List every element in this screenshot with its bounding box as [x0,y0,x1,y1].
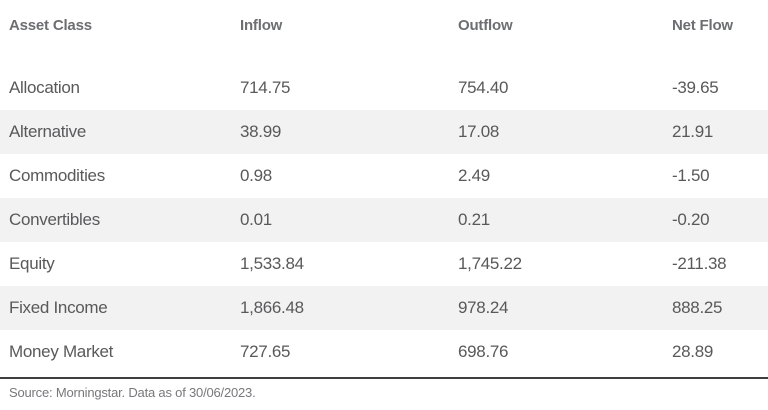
cell-asset-class: Alternative [9,122,87,141]
cell-outflow: 17.08 [458,122,500,141]
table-header-row: Asset Class Inflow Outflow Net Flow [0,0,768,50]
cell-inflow: 1,533.84 [240,254,304,273]
cell-inflow: 0.98 [240,166,272,185]
cell-net-flow: -0.20 [672,210,710,229]
footer-divider [0,377,768,379]
cell-asset-class: Money Market [9,342,114,361]
cell-net-flow: -1.50 [672,166,710,185]
column-header-net-flow: Net Flow [672,16,733,34]
table-row-money-market: Money Market 727.65 698.76 28.89 [0,330,768,374]
cell-outflow: 754.40 [458,78,509,97]
table-body: Allocation 714.75 754.40 -39.65 Alternat… [0,66,768,374]
cell-net-flow: 28.89 [672,342,714,361]
cell-inflow: 727.65 [240,342,291,361]
cell-asset-class: Equity [9,254,55,273]
cell-net-flow: 888.25 [672,298,723,317]
table-row-convertibles: Convertibles 0.01 0.21 -0.20 [0,198,768,242]
table-row-commodities: Commodities 0.98 2.49 -1.50 [0,154,768,198]
cell-inflow: 38.99 [240,122,282,141]
cell-outflow: 0.21 [458,210,490,229]
column-header-outflow: Outflow [458,16,513,34]
cell-inflow: 1,866.48 [240,298,304,317]
source-note: Source: Morningstar. Data as of 30/06/20… [9,385,256,400]
table-row-allocation: Allocation 714.75 754.40 -39.65 [0,66,768,110]
cell-asset-class: Convertibles [9,210,100,229]
cell-inflow: 0.01 [240,210,272,229]
cell-net-flow: 21.91 [672,122,714,141]
cell-asset-class: Commodities [9,166,105,185]
cell-outflow: 698.76 [458,342,509,361]
table-row-fixed-income: Fixed Income 1,866.48 978.24 888.25 [0,286,768,330]
table-row-equity: Equity 1,533.84 1,745.22 -211.38 [0,242,768,286]
cell-outflow: 1,745.22 [458,254,522,273]
cell-outflow: 2.49 [458,166,490,185]
column-header-inflow: Inflow [240,16,283,34]
cell-inflow: 714.75 [240,78,291,97]
header-spacer [0,50,768,66]
cell-asset-class: Fixed Income [9,298,108,317]
table-row-alternative: Alternative 38.99 17.08 21.91 [0,110,768,154]
cell-net-flow: -211.38 [672,254,727,273]
cell-net-flow: -39.65 [672,78,719,97]
cell-outflow: 978.24 [458,298,509,317]
column-header-asset-class: Asset Class [9,16,92,34]
cell-asset-class: Allocation [9,78,80,97]
